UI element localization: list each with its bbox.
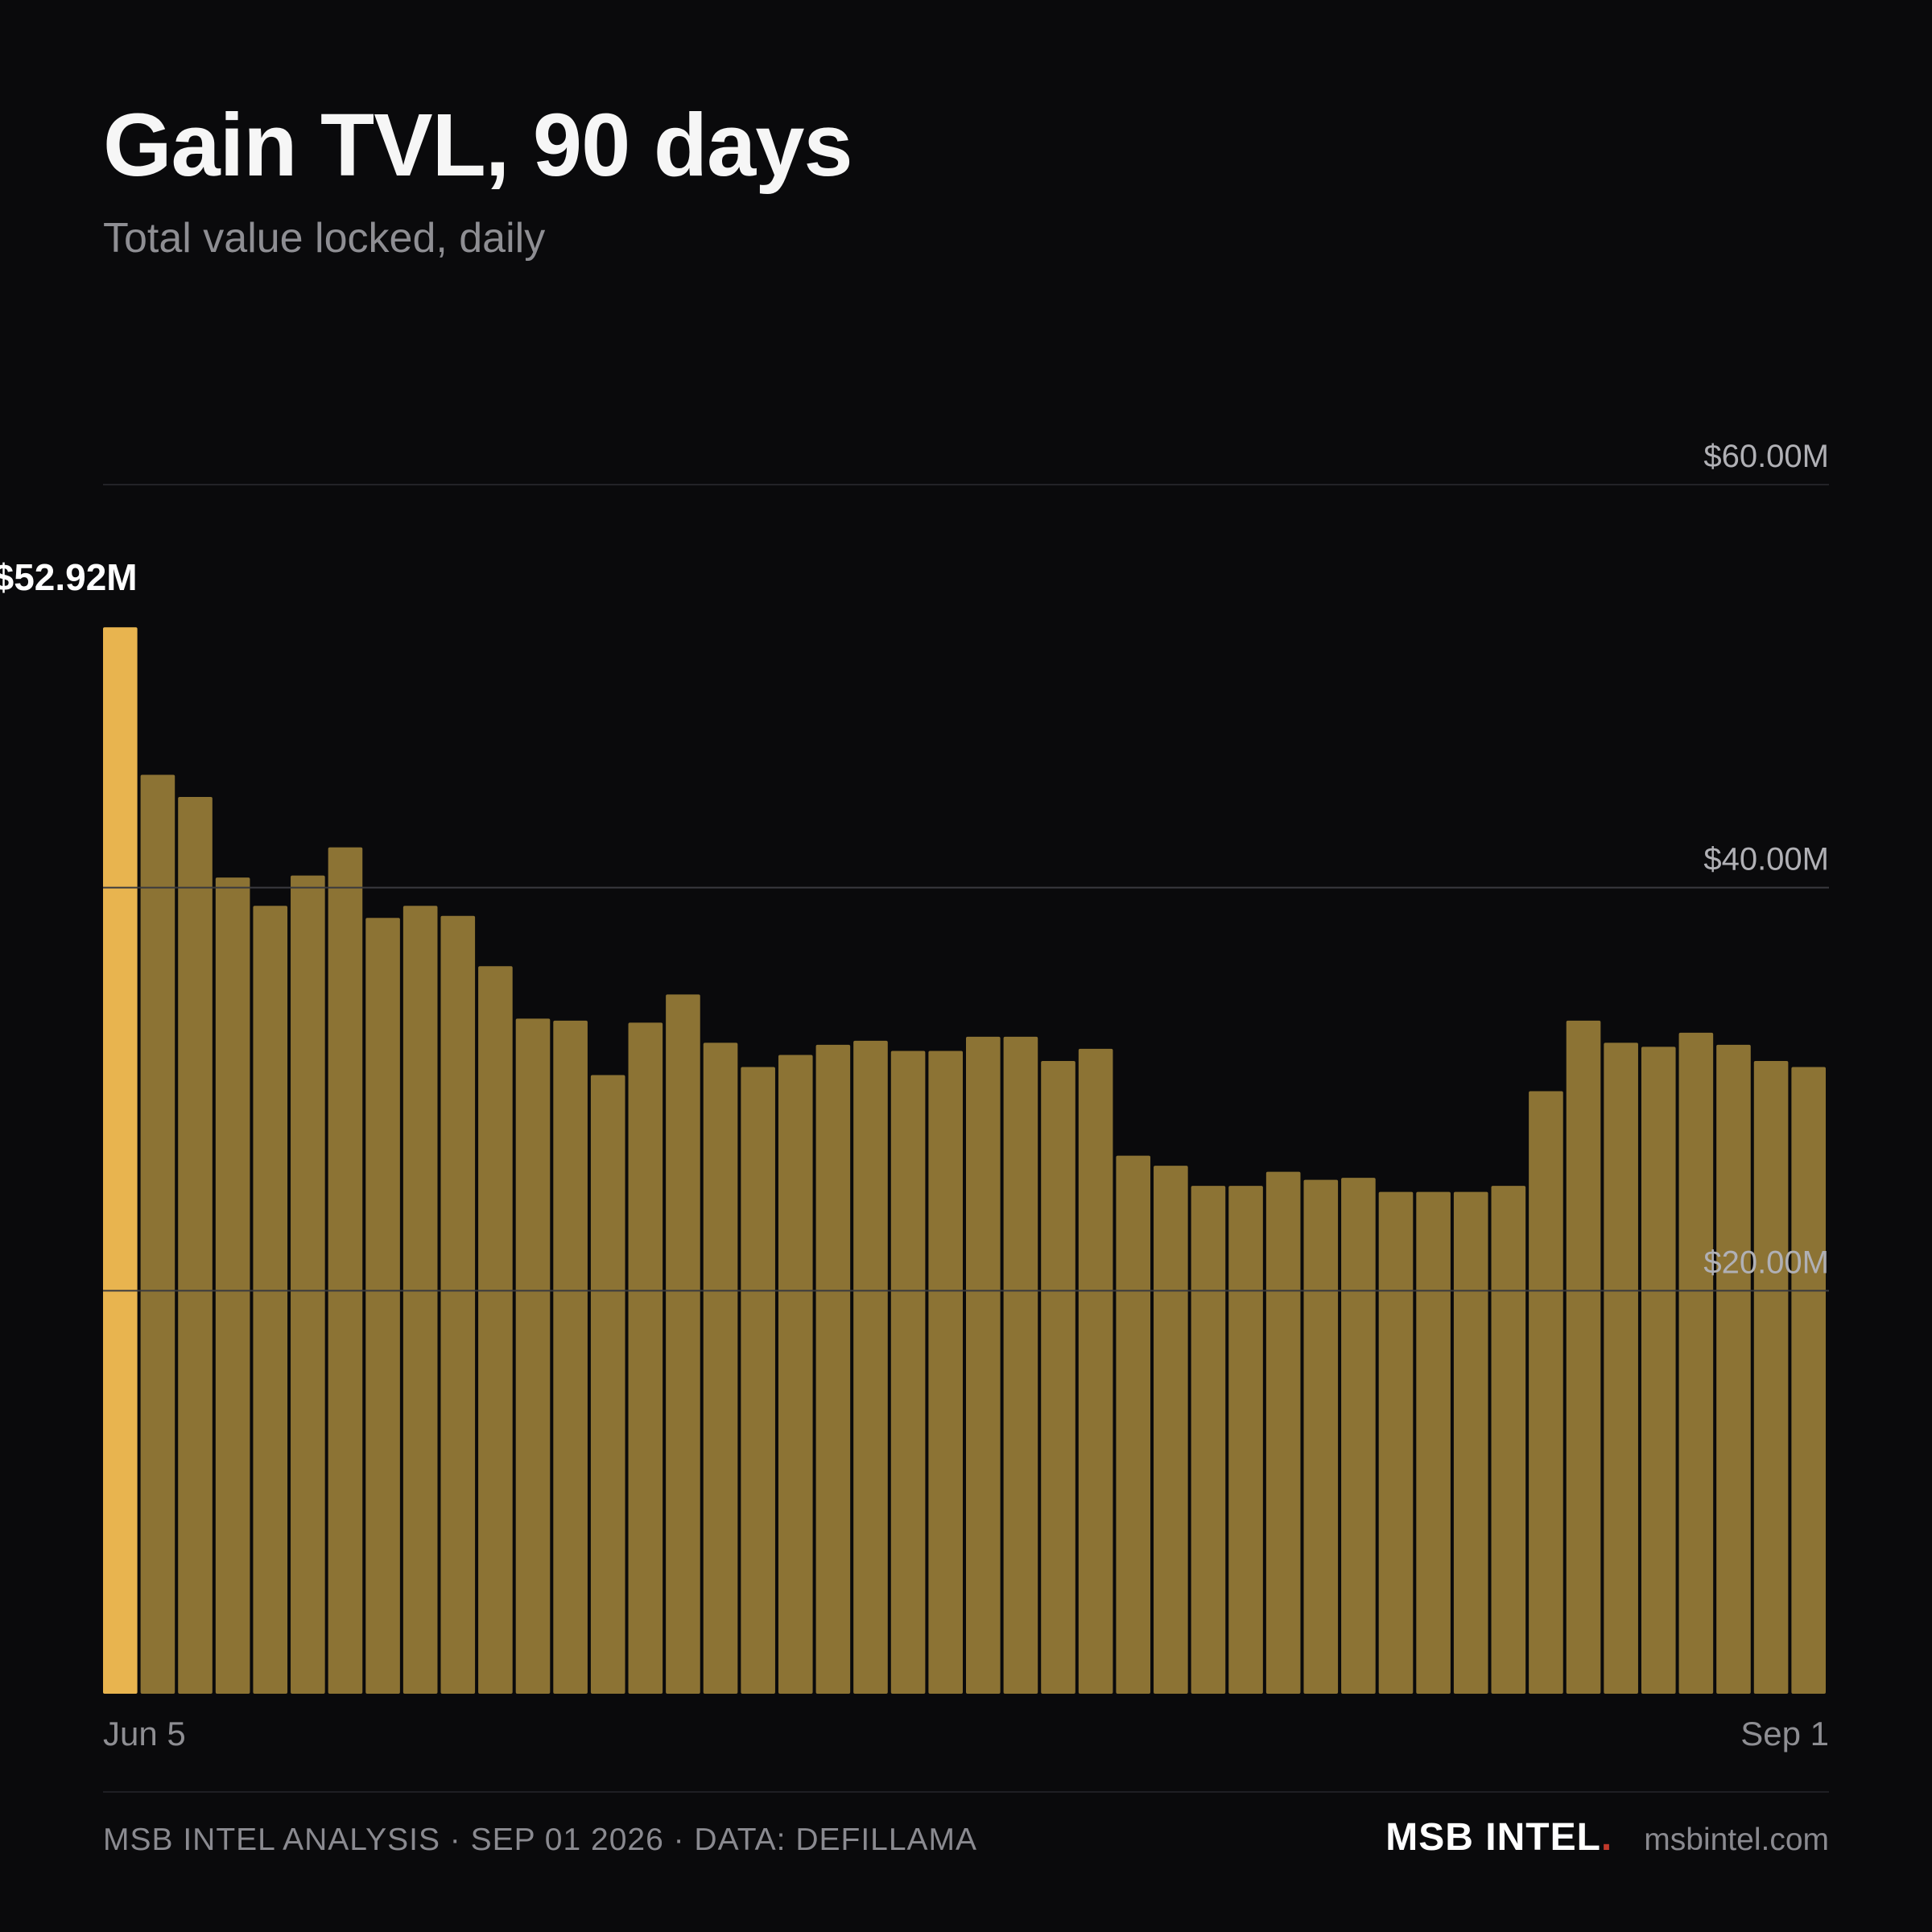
bar [815, 1044, 851, 1694]
brand-dot: . [1600, 1816, 1612, 1859]
bar [1116, 1155, 1151, 1694]
bar [178, 797, 213, 1694]
bar [1416, 1191, 1451, 1694]
bar [478, 966, 513, 1694]
bar [1378, 1191, 1414, 1694]
bar [1641, 1046, 1676, 1694]
bar [703, 1042, 738, 1694]
bar [1228, 1186, 1263, 1694]
bar [966, 1036, 1001, 1694]
bar [553, 1020, 588, 1694]
x-tick-label-end: Sep 1 [1740, 1715, 1829, 1752]
chart-title: Gain TVL, 90 days [103, 96, 853, 195]
bar [1716, 1044, 1751, 1694]
bar [1191, 1186, 1226, 1694]
bar [778, 1055, 813, 1694]
footer-divider [103, 1791, 1829, 1793]
bar [1753, 1060, 1789, 1694]
y-tick-label: $20.00M [1703, 1245, 1829, 1280]
bar [1566, 1020, 1601, 1694]
bar [853, 1040, 888, 1694]
bar [1491, 1186, 1526, 1694]
brand-logo-text: MSB INTEL [1385, 1816, 1601, 1859]
bar [1341, 1178, 1376, 1694]
bar [1529, 1091, 1563, 1694]
bar [365, 918, 400, 1694]
footer-brand-group: MSB INTEL. msbintel.com [1385, 1815, 1829, 1860]
bar [590, 1075, 625, 1694]
bar [215, 877, 250, 1694]
highlight-value-label: $52.92M [0, 556, 138, 598]
bar [890, 1051, 926, 1694]
site-link[interactable]: msbintel.com [1644, 1823, 1829, 1857]
footer-credit: MSB INTEL ANALYSIS · SEP 01 2026 · DATA:… [103, 1823, 978, 1857]
bar [1041, 1060, 1075, 1694]
bar [1604, 1042, 1638, 1694]
x-tick-label-start: Jun 5 [103, 1715, 186, 1752]
bar [103, 627, 138, 1694]
bar [440, 915, 476, 1694]
bar [666, 994, 700, 1694]
bar [1265, 1171, 1301, 1694]
bar [402, 906, 438, 1694]
bar [741, 1067, 775, 1694]
bar [1791, 1067, 1826, 1694]
y-tick-label: $60.00M [1703, 439, 1829, 474]
bar [1678, 1032, 1714, 1694]
y-tick-label: $40.00M [1703, 842, 1829, 877]
bar [253, 906, 288, 1694]
bar [1453, 1191, 1488, 1694]
bar [1303, 1179, 1339, 1694]
chart-subtitle: Total value locked, daily [103, 215, 546, 262]
bar [1003, 1036, 1038, 1694]
bar [628, 1022, 663, 1694]
bar [328, 847, 363, 1694]
bar [1154, 1166, 1188, 1694]
bar [291, 875, 325, 1694]
bar [515, 1018, 551, 1694]
bar [140, 774, 175, 1694]
bar [1078, 1048, 1113, 1694]
bar [928, 1051, 963, 1694]
